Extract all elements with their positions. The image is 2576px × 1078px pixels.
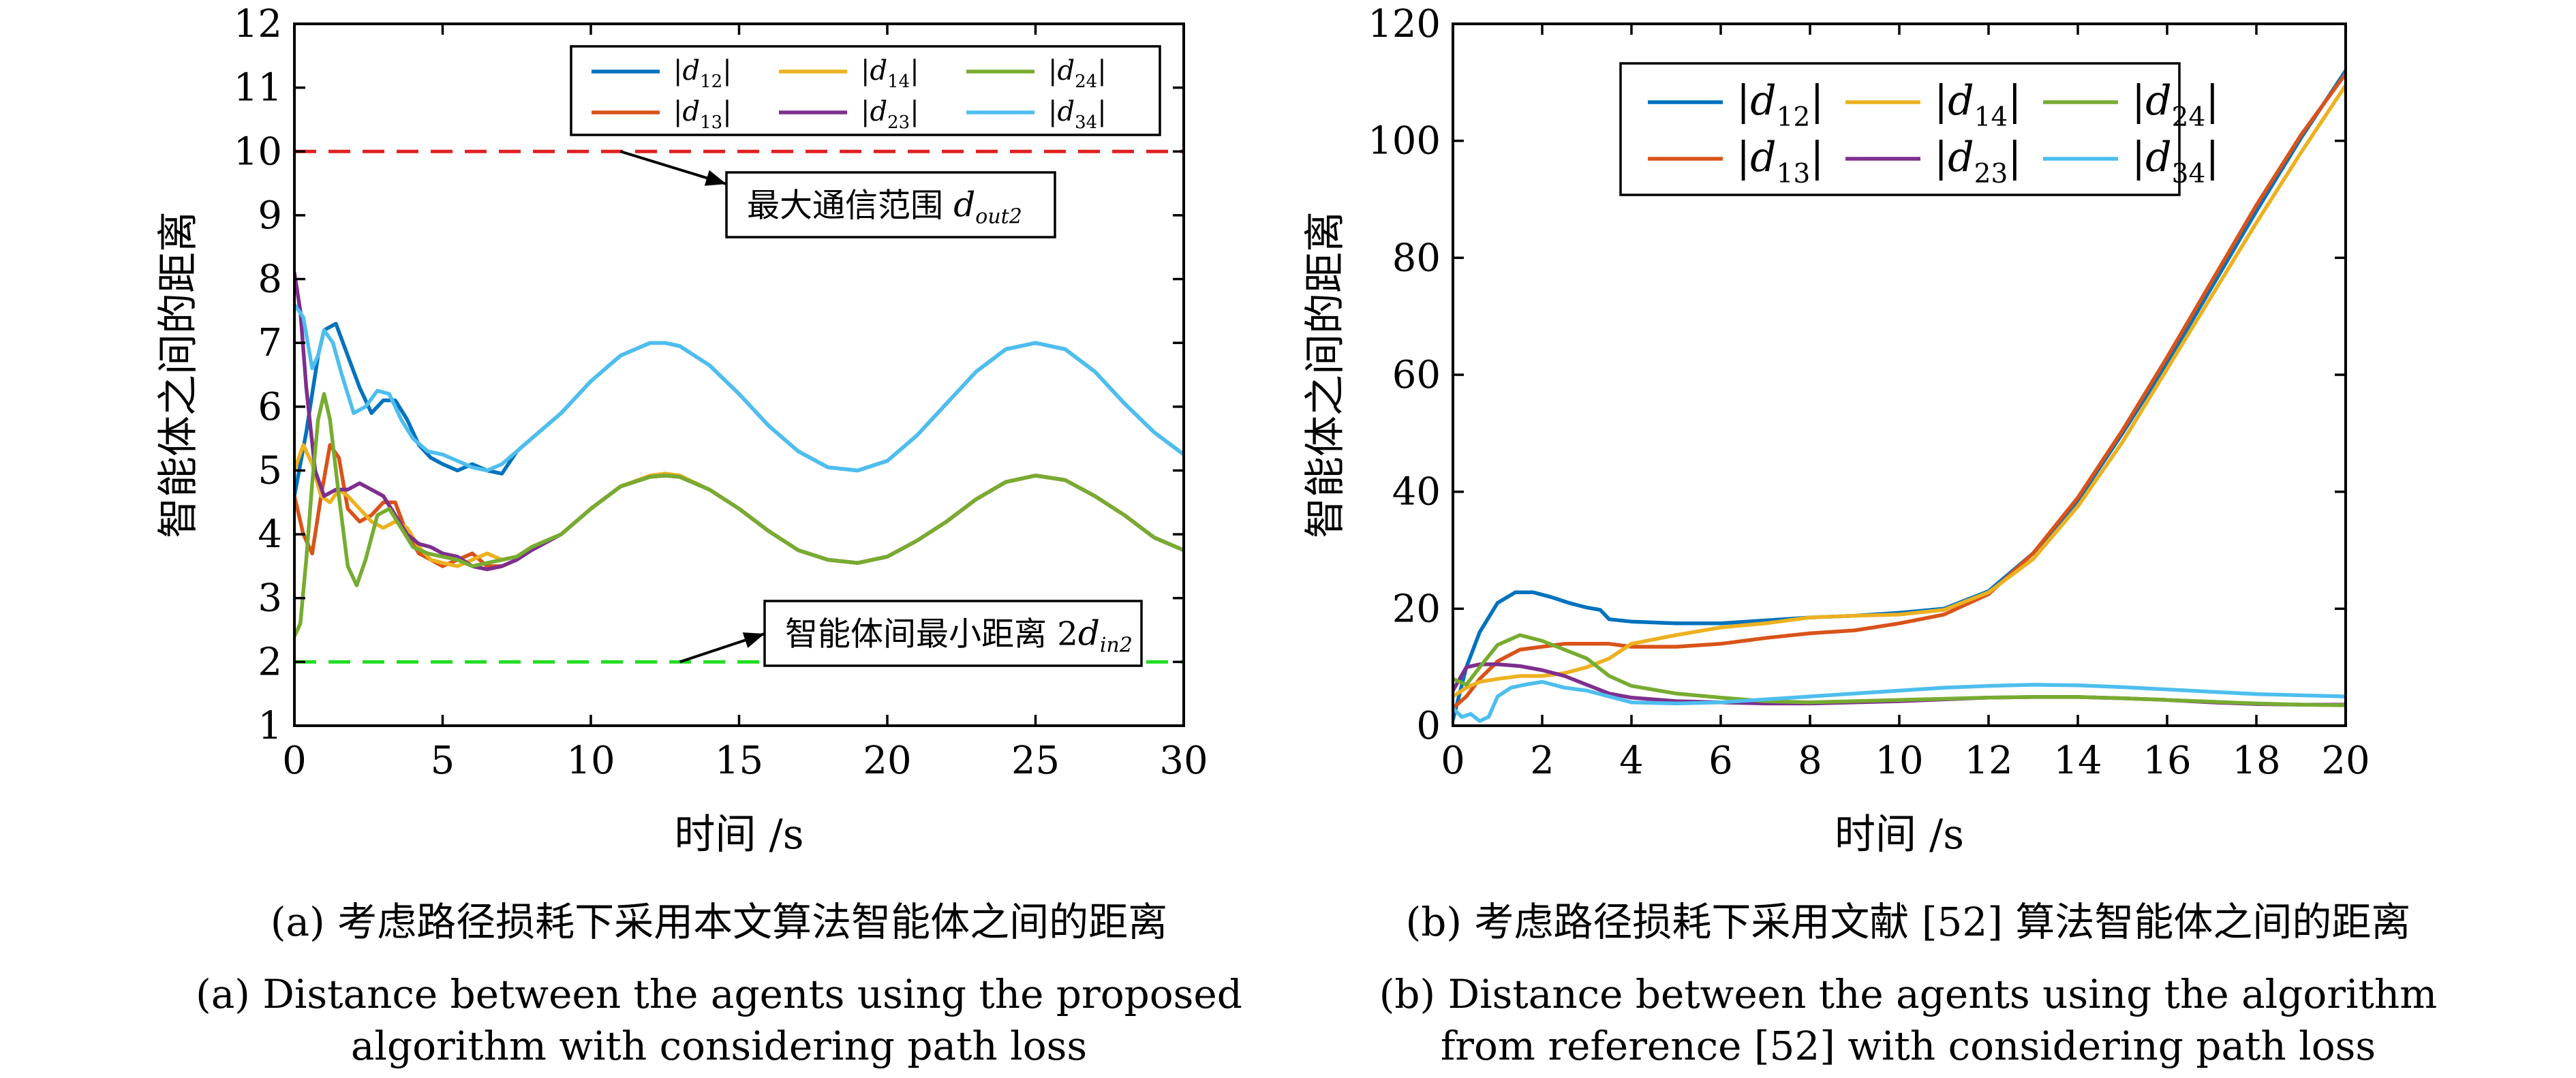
x-tick-label: 10 — [1875, 739, 1923, 783]
x-tick-label: 18 — [2232, 739, 2280, 783]
annotation-text-0: 最大通信范围 dout2 — [747, 185, 1022, 229]
y-tick-label: 5 — [258, 448, 282, 493]
x-tick-label: 20 — [2321, 739, 2370, 783]
legend-label-d14: |d14| — [861, 55, 919, 92]
plot-area — [294, 271, 1184, 638]
plot-area — [1453, 68, 2346, 723]
caption-b-en-2: from reference [52] with considering pat… — [1440, 1023, 2376, 1069]
chart-b: 0 2 4 6 8 10 12 14 16 18 20 0 20 40 60 80 100 120 时间 /s 智能体… — [1302, 2, 2370, 859]
y-tick-label: 12 — [234, 2, 282, 46]
x-tick-label: 30 — [1159, 739, 1208, 783]
caption-a-en-2: algorithm with considering path loss — [350, 1023, 1088, 1069]
y-tick-label: 0 — [1416, 704, 1441, 748]
y-tick-label: 10 — [234, 129, 282, 174]
legend-box — [1619, 62, 2181, 196]
y-tick-label: 40 — [1392, 470, 1441, 514]
y-tick-label: 100 — [1368, 119, 1441, 164]
legend-label-d12: |d12| — [1736, 77, 1824, 133]
series-line-d14 — [1453, 83, 2346, 698]
x-tick-label: 2 — [1530, 739, 1554, 783]
legend-label-d34: |d34| — [2132, 134, 2220, 189]
y-tick-label: 7 — [258, 321, 282, 365]
legend-label-d23: |d23| — [861, 96, 919, 133]
legend-label-d34: |d34| — [1048, 96, 1107, 133]
series-line-d12 — [1453, 68, 2346, 722]
x-tick-label: 4 — [1619, 739, 1644, 783]
annotation-arrowhead-1 — [742, 632, 765, 648]
annotation-box-0 — [725, 171, 1056, 238]
y-tick-label: 3 — [258, 576, 282, 621]
y-tick-label: 8 — [258, 258, 282, 302]
series-line-d24 — [294, 392, 1184, 638]
x-tick-label: 5 — [431, 739, 455, 783]
y-tick-label: 80 — [1392, 236, 1441, 280]
series-line-d23 — [294, 271, 1184, 572]
y-tick-label: 4 — [258, 512, 282, 557]
y-tick-label: 9 — [258, 194, 282, 238]
y-tick-label: 60 — [1392, 353, 1441, 397]
series-line-d13 — [1453, 72, 2346, 711]
caption-b-en-1: (b) Distance between the agents using th… — [1379, 971, 2438, 1017]
series-line-d24 — [1453, 633, 2346, 707]
y-tick-label: 2 — [258, 640, 282, 684]
x-tick-label: 25 — [1011, 739, 1060, 783]
y-axis-label: 智能体之间的距离 — [1302, 211, 1349, 538]
y-tick-label: 1 — [258, 704, 282, 748]
series-line-d12 — [294, 322, 1184, 498]
x-tick-label: 0 — [282, 739, 307, 783]
legend-label-d24: |d24| — [2132, 77, 2220, 133]
x-tick-label: 15 — [715, 739, 763, 783]
legend-label-d23: |d23| — [1934, 134, 2022, 189]
legend-label-d13: |d13| — [673, 96, 732, 133]
legend-label-d12: |d12| — [673, 55, 732, 92]
y-tick-label: 120 — [1368, 2, 1441, 46]
x-tick-label: 10 — [566, 739, 615, 783]
x-tick-label: 6 — [1708, 739, 1733, 783]
legend-label-d24: |d24| — [1048, 55, 1107, 92]
series-line-d34 — [294, 303, 1184, 473]
caption-b-zh: (b) 考虑路径损耗下采用文献 [52] 算法智能体之间的距离 — [1405, 899, 2411, 945]
annotation-arrowhead-0 — [704, 170, 726, 186]
x-tick-label: 0 — [1441, 739, 1465, 783]
y-axis-label: 智能体之间的距离 — [155, 211, 202, 538]
x-axis-label: 时间 /s — [1835, 811, 1964, 859]
series-line-d34 — [1453, 679, 2346, 723]
legend-box — [570, 45, 1161, 136]
caption-a-en-1: (a) Distance between the agents using th… — [196, 971, 1242, 1017]
x-tick-label: 20 — [863, 739, 911, 783]
annotation-box-1 — [763, 600, 1143, 667]
x-tick-label: 14 — [2053, 739, 2102, 783]
x-axis-label: 时间 /s — [674, 811, 803, 859]
y-tick-label: 6 — [258, 385, 282, 429]
x-tick-label: 8 — [1798, 739, 1822, 783]
y-tick-label: 11 — [234, 66, 282, 110]
annotation-text-1: 智能体间最小距离 2din2 — [785, 614, 1133, 658]
caption-a-zh: (a) 考虑路径损耗下采用本文算法智能体之间的距离 — [270, 899, 1168, 945]
legend-label-d14: |d14| — [1934, 77, 2022, 133]
legend-label-d13: |d13| — [1736, 134, 1824, 189]
x-tick-label: 12 — [1964, 739, 2012, 783]
x-tick-label: 16 — [2143, 739, 2191, 783]
y-tick-label: 20 — [1392, 587, 1441, 631]
